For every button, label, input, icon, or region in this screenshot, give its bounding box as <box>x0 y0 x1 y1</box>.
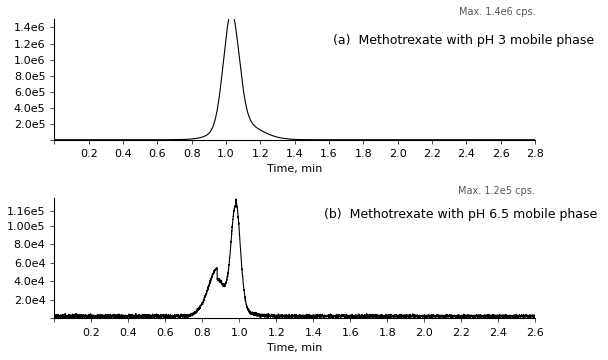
Text: Max. 1.4e6 cps.: Max. 1.4e6 cps. <box>458 7 535 17</box>
Text: Max. 1.2e5 cps.: Max. 1.2e5 cps. <box>458 186 535 196</box>
X-axis label: Time, min: Time, min <box>267 343 322 353</box>
Text: (b)  Methotrexate with pH 6.5 mobile phase: (b) Methotrexate with pH 6.5 mobile phas… <box>323 208 597 221</box>
Text: (a)  Methotrexate with pH 3 mobile phase: (a) Methotrexate with pH 3 mobile phase <box>333 34 595 47</box>
X-axis label: Time, min: Time, min <box>267 165 322 175</box>
